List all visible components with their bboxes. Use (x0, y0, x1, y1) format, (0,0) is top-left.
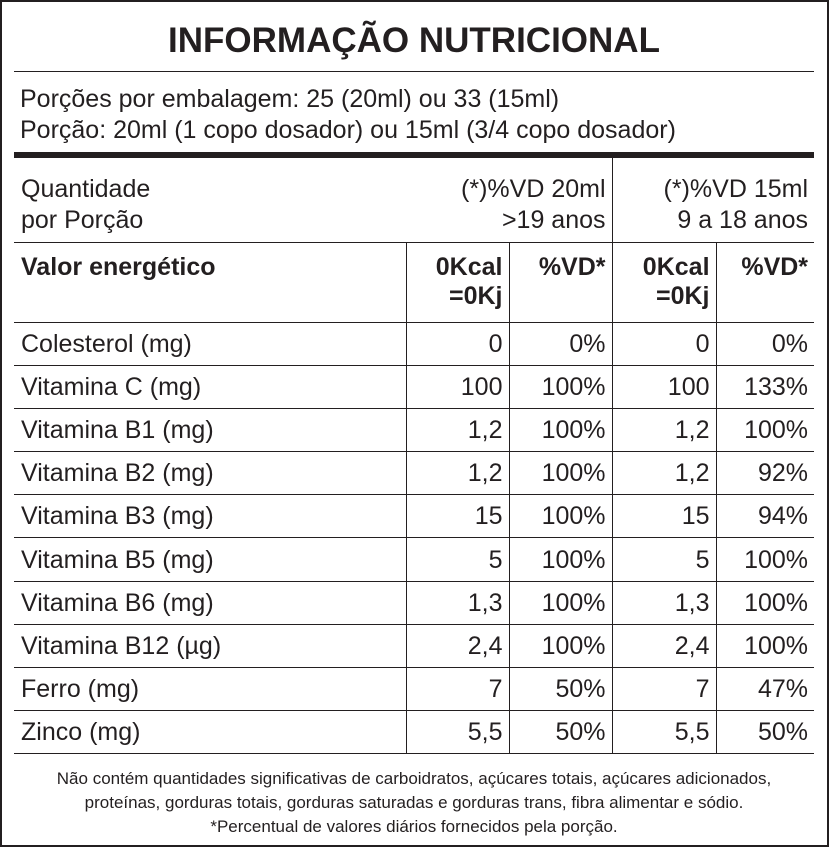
nutrient-row: Vitamina B3 (mg) 15 100% 15 94% (14, 494, 815, 538)
energy-label: Valor energético (14, 241, 406, 322)
nutrient-row: Vitamina B6 (mg) 1,3 100% 1,3 100% (14, 580, 815, 625)
nutrition-table: Quantidade por Porção (*)%VD 20ml >19 anos(… (14, 158, 815, 755)
nutrient-name: Colesterol (mg) (14, 321, 406, 366)
value-cell: 94% (715, 494, 815, 538)
nutrient-row: Zinco (mg) 5,5 50% 5,5 50% (14, 710, 815, 755)
value-cell: 5 (405, 537, 509, 582)
nutrient-name: Vitamina B5 (mg) (14, 537, 406, 582)
value-cell: 1,3 (611, 580, 717, 625)
value-cell: 2,4 (611, 623, 717, 668)
value-cell: 100% (508, 407, 613, 452)
value-cell: 1,3 (405, 580, 509, 625)
header-row: Quantidade por Porção (*)%VD 20ml >19 anos(… (14, 158, 815, 242)
value-cell: 5 (611, 537, 717, 582)
header-cell: (*)%VD 15ml 9 a 18 anos (611, 158, 815, 242)
value-cell: 47% (715, 666, 815, 711)
footnote: Não contém quantidades significativas de… (56, 769, 772, 836)
value-cell: 100% (715, 537, 815, 582)
value-cell: 100% (715, 580, 815, 625)
value-cell: 100% (508, 580, 613, 625)
divider (14, 71, 814, 72)
header-line: por Porção (21, 206, 144, 234)
nutrient-row: Vitamina B12 (µg) 2,4 100% 2,4 100% (14, 623, 815, 668)
nutrient-row: Colesterol (mg) 0 0% 0 0% (14, 321, 815, 366)
value-cell: 100 (405, 364, 509, 409)
energy-row: Valor energético 0Kcal =0Kj %VD* 0Kcal =0Kj %V… (14, 241, 815, 322)
nutrient-name: Vitamina B1 (mg) (14, 407, 406, 452)
value-cell: 5,5 (405, 710, 509, 755)
nutrient-name: Vitamina C (mg) (14, 364, 406, 409)
value-cell: 100 (611, 364, 717, 409)
value-cell: 1,2 (611, 451, 717, 495)
value-cell: 100% (715, 623, 815, 668)
portion-line: Porções por embalagem: 25 (20ml) ou 33 (… (20, 85, 560, 113)
value-cell: 1,2 (405, 407, 509, 452)
header-line: 9 a 18 anos (677, 206, 809, 234)
energy-cell: %VD* (508, 241, 613, 322)
value-cell: 2,4 (405, 623, 509, 668)
value-cell: 0 (405, 321, 509, 366)
nutrient-row: Vitamina C (mg) 100 100% 100 133% (14, 364, 815, 409)
value-cell: 7 (611, 666, 717, 711)
nutrient-row: Vitamina B1 (mg) 1,2 100% 1,2 100% (14, 407, 815, 452)
energy-line: 0Kcal (435, 252, 503, 281)
value-cell: 7 (405, 666, 509, 711)
energy-cell: 0Kcal =0Kj (611, 241, 717, 322)
value-cell: 15 (611, 494, 717, 538)
value-cell: 92% (715, 451, 815, 495)
energy-cell: %VD* (715, 241, 815, 322)
nutrient-name: Ferro (mg) (14, 666, 406, 711)
value-cell: 0% (508, 321, 613, 366)
nutrient-row: Vitamina B5 (mg) 5 100% 5 100% (14, 537, 815, 582)
header-cell: Quantidade por Porção (14, 158, 406, 242)
value-cell: 100% (508, 451, 613, 495)
value-cell: 50% (508, 710, 613, 755)
value-cell: 1,2 (405, 451, 509, 495)
value-cell: 100% (508, 364, 613, 409)
header-line: (*)%VD 15ml (663, 175, 809, 203)
value-cell: 5,5 (611, 710, 717, 755)
value-cell: 100% (508, 537, 613, 582)
title: INFORMAÇÃO NUTRICIONAL (168, 21, 660, 60)
energy-line: =0Kj (448, 281, 503, 310)
header-cell: (*)%VD 20ml >19 anos (406, 158, 612, 242)
value-cell: 133% (715, 364, 815, 409)
nutrient-name: Vitamina B2 (mg) (14, 451, 406, 495)
nutrient-name: Vitamina B12 (µg) (14, 623, 406, 668)
value-cell: 50% (508, 666, 613, 711)
portions: Porções por embalagem: 25 (20ml) ou 33 (… (20, 84, 676, 146)
energy-line: =0Kj (656, 281, 710, 310)
value-cell: 50% (715, 710, 815, 755)
nutrient-row: Ferro (mg) 7 50% 7 47% (14, 666, 815, 711)
value-cell: 100% (715, 407, 815, 452)
thick-divider (14, 152, 814, 158)
value-cell: 0 (611, 321, 717, 366)
energy-line: 0Kcal (642, 252, 710, 281)
header-line: (*)%VD 20ml (461, 175, 606, 203)
energy-cell: 0Kcal =0Kj (405, 241, 509, 322)
header-line: Quantidade (21, 175, 151, 203)
nutrient-name: Vitamina B3 (mg) (14, 494, 406, 538)
portion-line: Porção: 20ml (1 copo dosador) ou 15ml (3… (20, 116, 676, 144)
value-cell: 100% (508, 623, 613, 668)
header-line: >19 anos (501, 206, 606, 234)
value-cell: 100% (508, 494, 613, 538)
value-cell: 15 (405, 494, 509, 538)
nutrient-row: Vitamina B2 (mg) 1,2 100% 1,2 92% (14, 451, 815, 495)
value-cell: 0% (715, 321, 815, 366)
value-cell: 1,2 (611, 407, 717, 452)
nutrient-name: Vitamina B6 (mg) (14, 580, 406, 625)
nutrient-name: Zinco (mg) (14, 710, 406, 755)
